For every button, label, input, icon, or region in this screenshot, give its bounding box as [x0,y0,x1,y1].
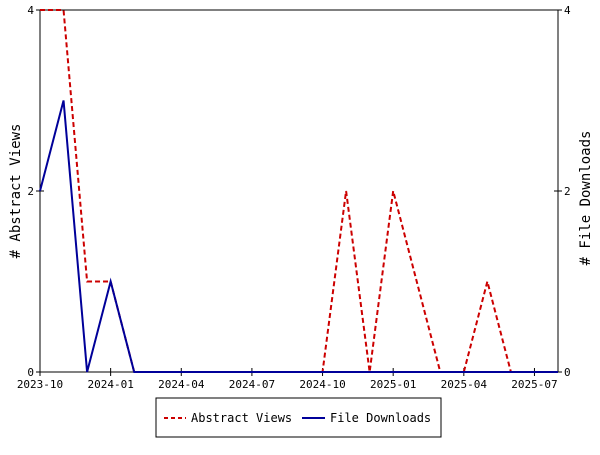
x-tick-label: 2024-10 [299,378,345,391]
x-tick-label: 2025-07 [511,378,557,391]
legend-box [155,397,442,438]
y-right-tick-label: 0 [564,366,571,379]
series-line-abstract-views [40,9,558,373]
legend: Abstract Views File Downloads [155,397,442,438]
x-tick-label: 2024-01 [87,378,133,391]
y-left-tick-label: 0 [27,366,34,379]
legend-label-file-downloads: File Downloads [330,411,431,425]
y-left-tick-label: 4 [27,4,34,17]
x-tick-label: 2025-01 [370,378,416,391]
left-axis-title: # Abstract Views [8,124,24,259]
series-line-file-downloads [39,100,558,373]
right-axis-title: # File Downloads [578,131,594,266]
y-right-tick-label: 4 [564,4,571,17]
legend-label-abstract-views: Abstract Views [191,411,292,425]
plot-frame [39,9,559,373]
x-tick-label: 2024-07 [229,378,275,391]
x-tick-label: 2024-04 [158,378,205,391]
series-lines [39,9,558,373]
x-tick-label: 2023-10 [17,378,63,391]
ticks: 2023-10 2024-01 2024-04 2024-07 2024-10 2025-… [17,4,571,391]
y-left-tick-label: 2 [27,185,34,198]
x-tick-label: 2025-04 [441,378,488,391]
y-right-tick-label: 2 [564,185,571,198]
